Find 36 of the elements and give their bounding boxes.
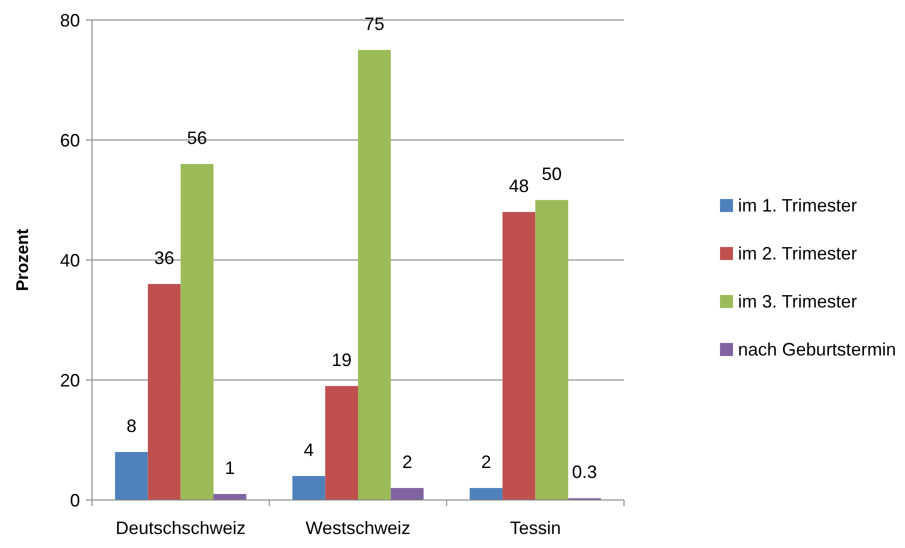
y-tick-label: 20 xyxy=(60,370,80,390)
data-label: 19 xyxy=(332,350,352,370)
data-label: 2 xyxy=(402,452,412,472)
data-label: 2 xyxy=(481,452,492,472)
data-label: 0.3 xyxy=(572,462,598,482)
bar xyxy=(115,452,148,500)
legend-label: im 1. Trimester xyxy=(738,195,858,216)
bar xyxy=(390,488,424,500)
y-axis-title: Prozent xyxy=(13,228,32,292)
bar xyxy=(535,200,568,500)
data-label: 50 xyxy=(542,164,562,184)
data-label: 36 xyxy=(154,248,174,268)
x-tick-label: Deutschschweiz xyxy=(116,518,246,538)
x-tick-label: Tessin xyxy=(510,518,561,538)
x-tick-label: Westschweiz xyxy=(306,518,410,538)
bar xyxy=(148,284,181,500)
data-label: 1 xyxy=(224,458,235,478)
y-tick-label: 60 xyxy=(60,130,80,150)
data-label: 8 xyxy=(126,416,136,436)
bar xyxy=(292,476,326,500)
data-label: 75 xyxy=(364,14,384,34)
data-label: 56 xyxy=(187,128,208,148)
y-tick-label: 80 xyxy=(60,10,80,30)
bar xyxy=(180,164,214,500)
legend-label: im 3. Trimester xyxy=(738,291,858,312)
legend-label: im 2. Trimester xyxy=(738,243,858,264)
data-label: 4 xyxy=(304,440,314,460)
bar xyxy=(502,212,536,500)
legend-label: nach Geburtstermin xyxy=(738,339,896,360)
bar xyxy=(358,50,391,500)
data-label: 48 xyxy=(508,176,529,196)
y-tick-label: 40 xyxy=(60,250,80,270)
bar xyxy=(325,386,358,500)
y-tick-label: 0 xyxy=(70,490,80,510)
bar xyxy=(213,494,246,500)
bar xyxy=(470,488,503,500)
